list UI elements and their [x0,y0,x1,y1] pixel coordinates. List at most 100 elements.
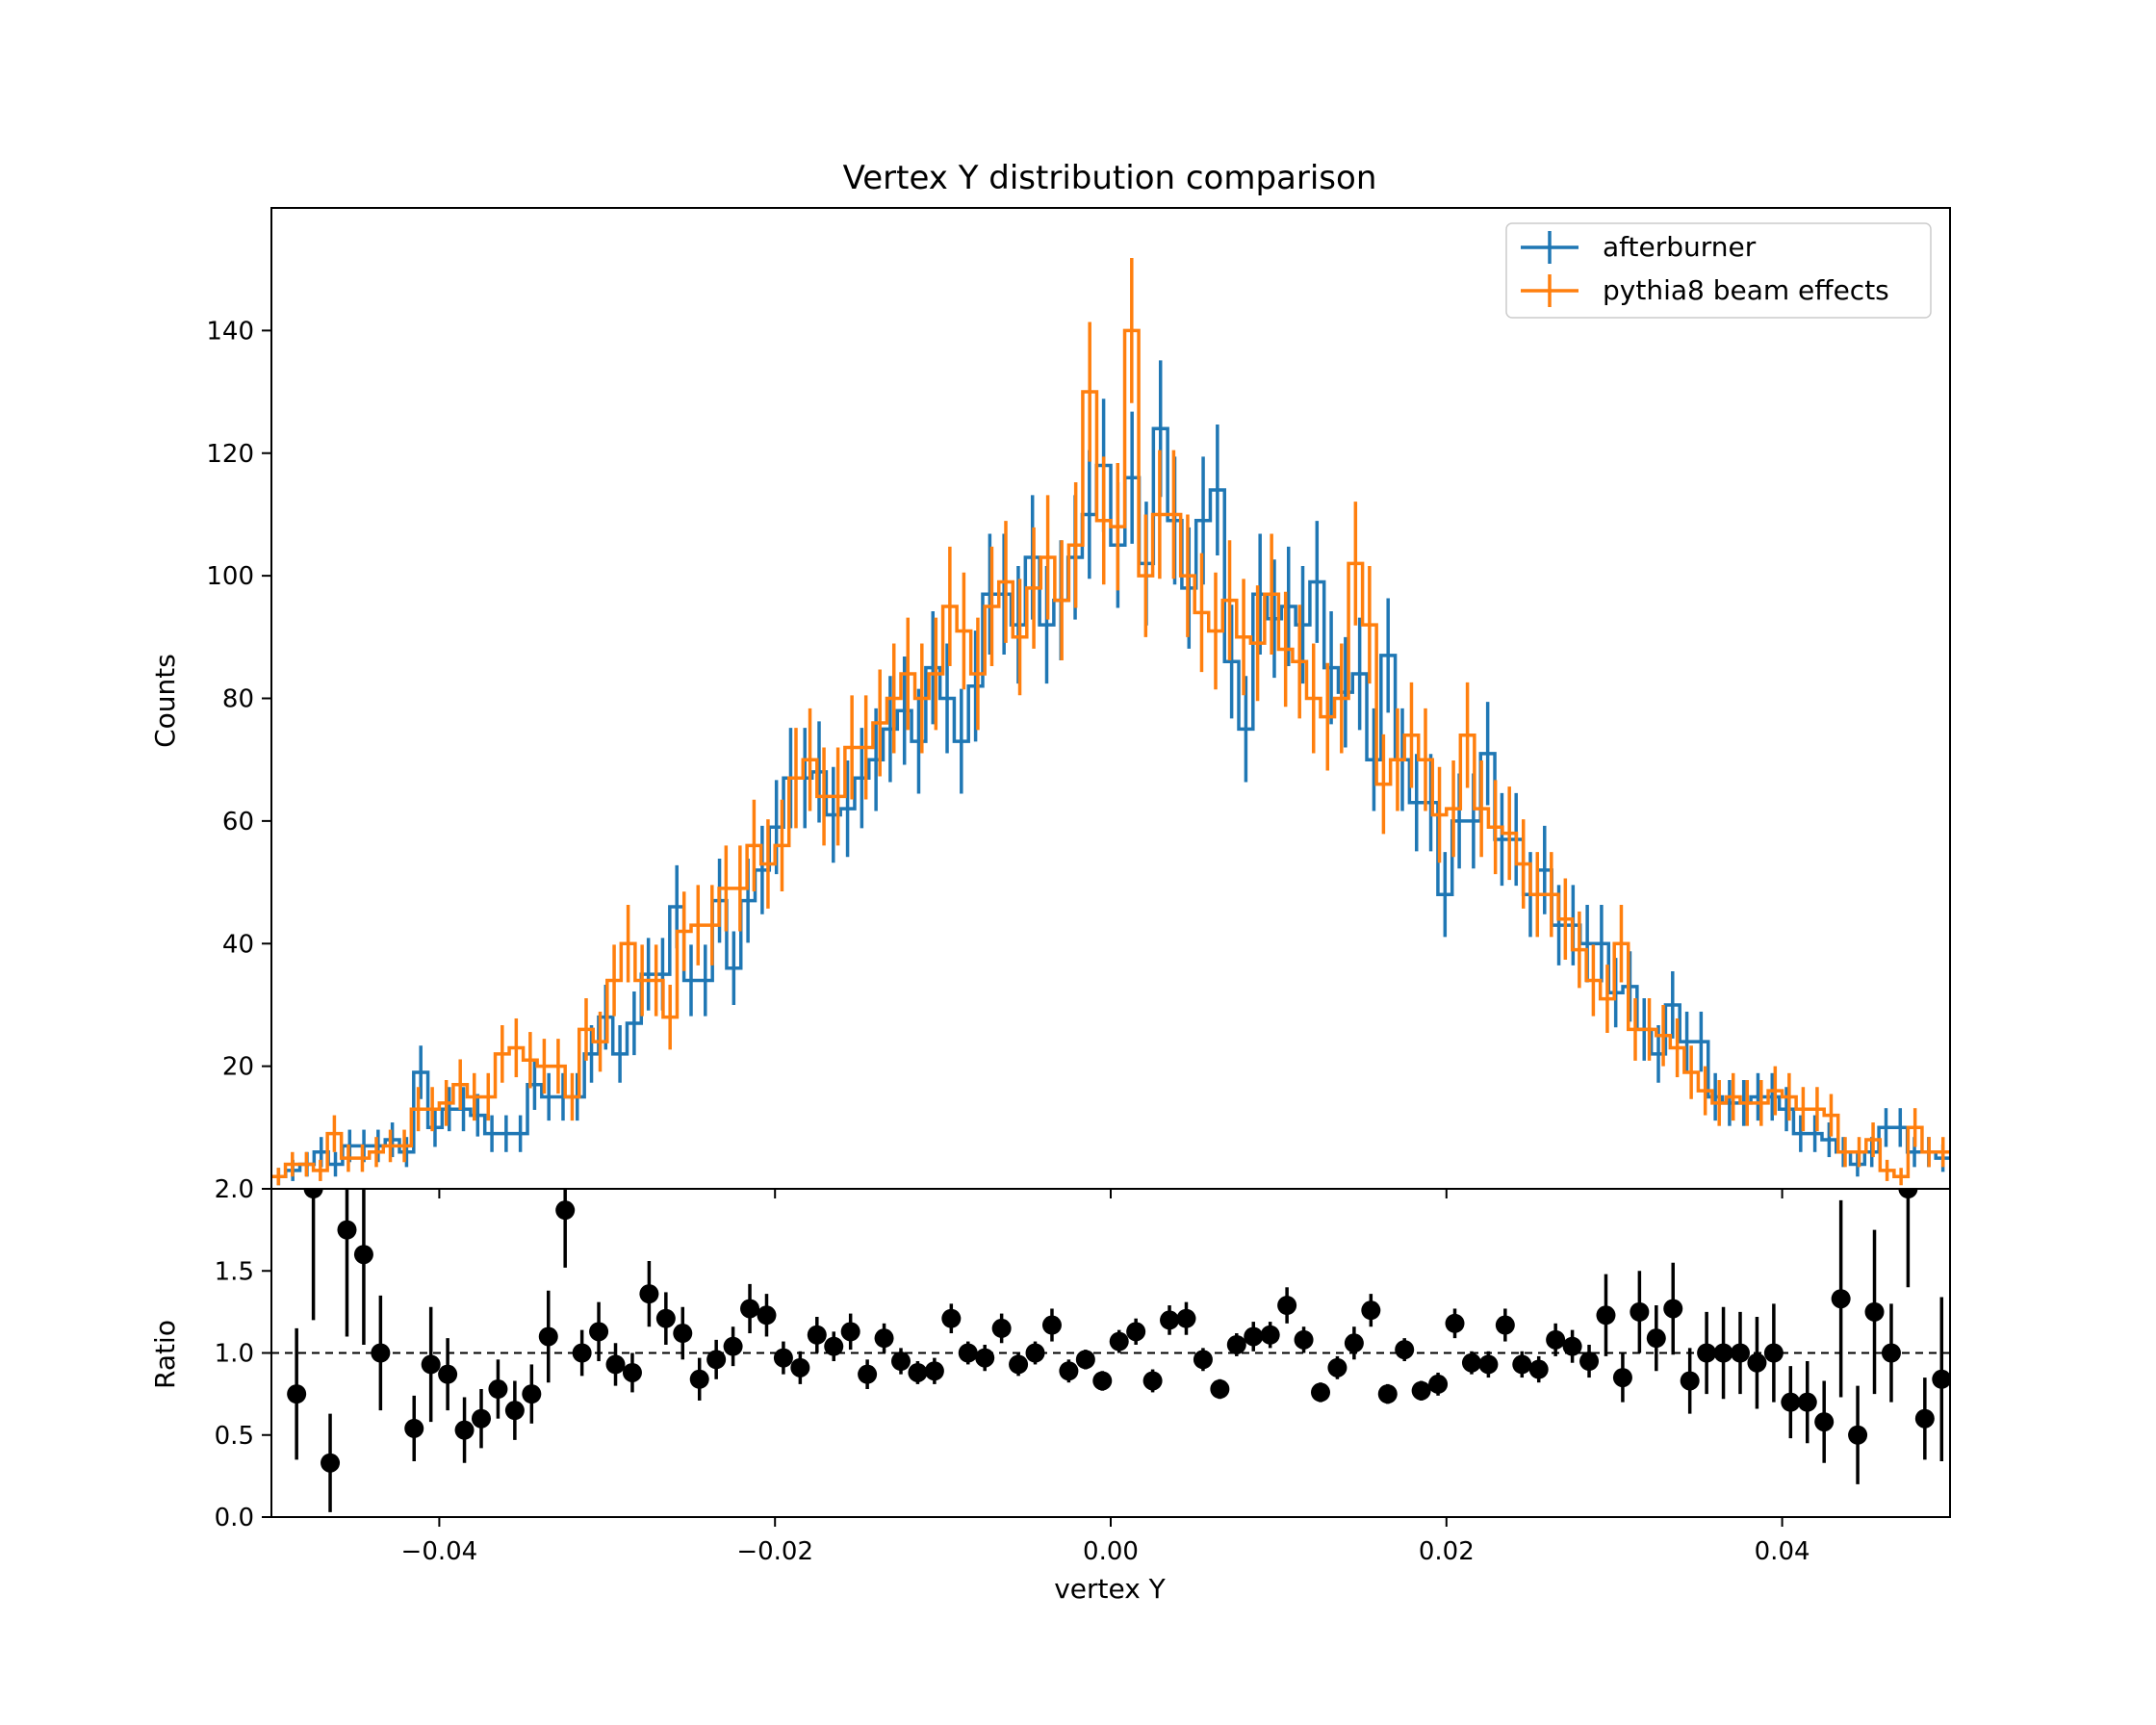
ratio-point [421,1354,441,1375]
ratio-point [991,1318,1012,1338]
y-tick-label-ratio: 0.5 [215,1422,254,1451]
ratio-point [1781,1392,1801,1412]
ratio-point [1663,1299,1683,1319]
legend-frame [1505,222,1932,319]
ratio-point [1932,1369,1950,1389]
step-line-pythia8 [271,328,1950,1179]
ratio-panel: 0.0 0.5 1.0 1.5 2.0 −0.04 −0.02 0.00 0.02 0.04 [215,1175,1951,1566]
main-plot-area [271,258,1950,1186]
ratio-point [605,1354,626,1375]
ratio-point [1848,1425,1868,1445]
ratio-point [1142,1371,1163,1391]
y-tick-label-main: 60 [222,808,254,837]
ratio-point [941,1308,962,1328]
ratio-point [1327,1357,1348,1377]
ratio-point [1528,1359,1549,1379]
ratio-point [1092,1371,1113,1391]
ratio-point [337,1220,357,1240]
y-axis-label-ratio: Ratio [149,1320,181,1389]
legend-label-afterburner: afterburner [1603,231,1757,263]
ratio-point [740,1299,760,1319]
ratio-point [1831,1289,1851,1309]
x-tick-label: −0.04 [401,1537,478,1566]
ratio-point [1630,1301,1650,1322]
ratio-point [1612,1368,1632,1388]
ratio-point [874,1328,894,1349]
ratio-point [1160,1310,1180,1330]
ratio-point [353,1245,373,1265]
ratio-point [1546,1329,1566,1350]
x-tick-label: 0.00 [1083,1537,1139,1566]
ratio-point [1898,1189,1918,1198]
ratio-point [840,1322,860,1342]
ratio-point [303,1189,323,1198]
ratio-point [1260,1325,1280,1345]
ratio-point [790,1357,810,1377]
ratio-point [438,1364,458,1384]
ratio-point [1596,1305,1616,1326]
ratio-point [404,1418,424,1438]
ratio-point [689,1369,709,1389]
ratio-point [639,1284,659,1304]
ratio-point [1294,1329,1314,1350]
ratio-point [1562,1336,1582,1356]
x-tick-label: 0.02 [1419,1537,1475,1566]
ratio-point [1914,1408,1935,1429]
ratio-point [1461,1352,1481,1373]
ratio-point [589,1322,609,1342]
ratio-point [908,1362,928,1382]
ratio-point [958,1343,978,1363]
x-tick-label: −0.02 [736,1537,813,1566]
y-tick-label-main: 40 [222,930,254,959]
ratio-point [1277,1296,1297,1316]
y-tick-label-main: 100 [206,562,254,591]
y-tick-label-ratio: 0.0 [215,1504,254,1532]
ratio-point [1814,1412,1835,1432]
y-tick-label-main: 140 [206,317,254,346]
ratio-point [504,1401,525,1421]
ratio-point [1210,1379,1230,1400]
ratio-point [287,1384,307,1404]
ratio-point [1864,1301,1885,1322]
x-axis-label: vertex Y [1054,1573,1166,1605]
ratio-point [1646,1328,1666,1349]
ratio-point [655,1308,676,1328]
legend-label-pythia8: pythia8 beam effects [1603,274,1889,306]
ratio-point [1445,1313,1465,1333]
ratio-point [1797,1392,1817,1412]
x-tick-label: 0.04 [1755,1537,1810,1566]
ratio-point [1411,1380,1431,1401]
y-axis-label-main: Counts [149,654,181,748]
y-tick-label-ratio: 1.5 [215,1257,254,1286]
ratio-point [1075,1350,1095,1370]
ratio-point [555,1200,576,1221]
y-tick-label-ratio: 1.0 [215,1340,254,1369]
ratio-point [757,1305,777,1326]
legend: afterburner pythia8 beam effects [1505,222,1932,319]
ratio-point [1244,1326,1264,1347]
ratio-point [1361,1300,1381,1321]
ratio-point [1193,1350,1213,1370]
ratio-point [454,1420,475,1440]
ratio-point [1311,1382,1330,1403]
y-tick-label-main: 120 [206,440,254,469]
ratio-point [1680,1371,1700,1391]
ratio-point [1881,1343,1901,1363]
ratio-point [1176,1308,1196,1328]
ratio-point [1226,1334,1246,1354]
ratio-point [807,1325,827,1345]
ratio-point [1395,1340,1415,1360]
ratio-point [1713,1343,1733,1363]
ratio-point [1763,1343,1784,1363]
ratio-point [1344,1333,1364,1353]
ratio-point [1478,1354,1499,1375]
ratio-plot-area [271,1189,1950,1512]
ratio-point [1747,1352,1767,1373]
ratio-point [1697,1343,1717,1363]
ratio-point [673,1324,693,1344]
ratio-point [1495,1315,1515,1335]
ratio-point [572,1343,592,1363]
y-tick-label-main: 20 [222,1053,254,1082]
ratio-point [1109,1331,1129,1352]
